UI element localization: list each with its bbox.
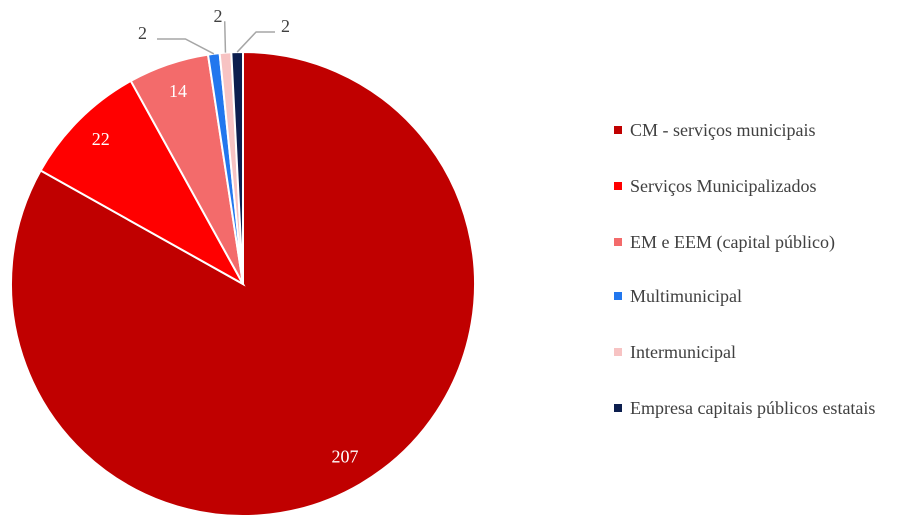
leader-line [236,31,275,53]
legend-label: Multimunicipal [630,286,742,306]
legend-item: Empresa capitais públicos estatais [614,396,914,420]
pie-slice [39,79,246,287]
data-label: 14 [169,81,187,101]
data-label: 2 [281,16,290,36]
legend-item: CM - serviços municipais [614,118,914,142]
legend-swatch [614,292,622,300]
legend-item: Serviços Municipalizados [614,174,914,198]
legend-label: CM - serviços municipais [630,120,816,140]
legend-label: Empresa capitais públicos estatais [630,398,876,418]
data-label: 207 [332,446,359,466]
legend-swatch [614,126,622,134]
data-label: 22 [92,129,110,149]
legend-item: Multimunicipal [614,284,914,308]
data-label: 2 [214,6,223,26]
legend-swatch [614,238,622,246]
legend-swatch [614,182,622,190]
leader-line [157,38,215,55]
legend-swatch [614,348,622,356]
legend-swatch [614,404,622,412]
legend-label: EM e EEM (capital público) [630,232,835,252]
leader-line [223,21,227,53]
legend-item: Intermunicipal [614,340,914,364]
data-label: 2 [138,23,147,43]
legend-label: Intermunicipal [630,342,736,362]
legend-label: Serviços Municipalizados [630,176,817,196]
legend-item: EM e EEM (capital público) [614,230,914,254]
